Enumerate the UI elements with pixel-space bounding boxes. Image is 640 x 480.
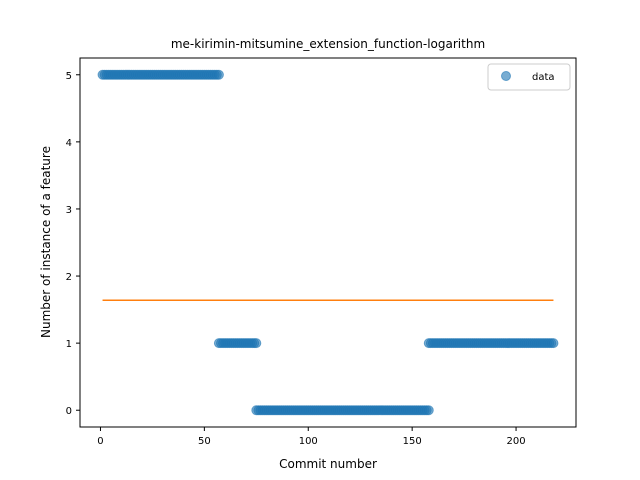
- x-tick-label: 100: [299, 436, 318, 447]
- y-tick-label: 4: [66, 138, 72, 149]
- data-point: [548, 338, 559, 349]
- y-axis-label: Number of instance of a feature: [39, 146, 53, 338]
- legend-marker-data: [501, 71, 511, 81]
- data-point: [251, 338, 262, 349]
- data-point: [213, 69, 224, 80]
- y-axis-ticks: 0 1 2 3 4 5: [66, 71, 80, 417]
- x-tick-label: 0: [97, 436, 103, 447]
- legend-label-data: data: [532, 72, 555, 83]
- y-tick-label: 3: [66, 205, 72, 216]
- axes-background: [80, 58, 576, 427]
- y-tick-label: 0: [66, 406, 72, 417]
- legend-box: [487, 63, 571, 91]
- y-tick-label: 2: [66, 272, 72, 283]
- x-axis-ticks: 0 50 100 150 200: [97, 427, 526, 447]
- legend: data: [487, 63, 571, 91]
- plot-area: [79, 57, 577, 428]
- x-axis-label: Commit number: [279, 457, 377, 471]
- x-tick-label: 150: [403, 436, 422, 447]
- y-tick-label: 1: [66, 339, 72, 350]
- x-tick-label: 50: [198, 436, 211, 447]
- data-point: [423, 405, 434, 416]
- y-tick-label: 5: [66, 71, 72, 82]
- chart-title: me-kirimin-mitsumine_extension_function-…: [171, 37, 485, 51]
- x-tick-label: 200: [507, 436, 526, 447]
- axes-frame: [79, 57, 577, 428]
- data-markers: [97, 69, 559, 416]
